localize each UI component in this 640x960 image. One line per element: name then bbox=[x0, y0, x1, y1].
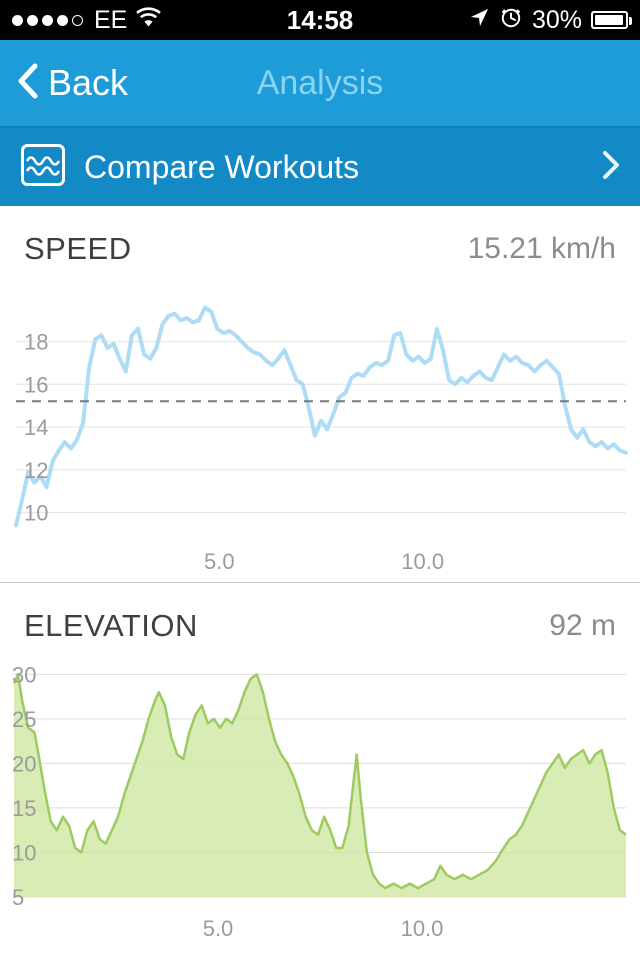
elevation-chart: 5 10 15 20 25 30 5.0 10.0 bbox=[12, 662, 627, 941]
chevron-right-icon bbox=[602, 150, 620, 185]
back-button[interactable]: Back bbox=[16, 62, 128, 104]
y-tick-label: 16 bbox=[24, 372, 48, 397]
carrier-label: EE bbox=[94, 5, 128, 34]
y-tick-label: 20 bbox=[12, 751, 36, 776]
y-tick-label: 10 bbox=[12, 841, 36, 866]
status-bar: EE 14:58 30% bbox=[0, 0, 640, 40]
x-tick-label: 10.0 bbox=[401, 916, 444, 941]
elevation-area bbox=[14, 674, 626, 897]
elevation-title: ELEVATION bbox=[24, 608, 198, 643]
compare-workouts-label: Compare Workouts bbox=[84, 148, 360, 185]
alarm-clock-icon bbox=[499, 5, 523, 36]
back-label: Back bbox=[48, 62, 129, 103]
y-tick-label: 5 bbox=[12, 885, 24, 910]
wifi-icon bbox=[135, 6, 162, 35]
speed-section: SPEED 15.21 km/h 10 12 14 16 18 5.0 10.0 bbox=[0, 206, 640, 582]
y-tick-label: 15 bbox=[12, 796, 36, 821]
x-tick-label: 5.0 bbox=[203, 916, 234, 941]
compare-workouts-row[interactable]: Compare Workouts bbox=[0, 126, 640, 206]
y-tick-label: 14 bbox=[24, 415, 48, 440]
y-tick-label: 18 bbox=[24, 330, 48, 355]
elevation-section: ELEVATION 92 m 5 10 15 20 25 30 5.0 10.0 bbox=[0, 583, 640, 955]
x-tick-label: 10.0 bbox=[401, 549, 444, 574]
y-tick-label: 30 bbox=[12, 662, 36, 687]
speed-value: 15.21 km/h bbox=[467, 232, 616, 265]
time-label: 14:58 bbox=[286, 4, 354, 35]
battery-percent-label: 30% bbox=[531, 5, 582, 34]
y-tick-label: 12 bbox=[24, 458, 48, 483]
y-tick-label: 25 bbox=[12, 707, 36, 732]
section-divider bbox=[0, 582, 640, 583]
location-arrow-icon bbox=[469, 6, 490, 35]
speed-chart: 10 12 14 16 18 5.0 10.0 bbox=[14, 305, 628, 574]
back-chevron-icon bbox=[16, 63, 38, 104]
speed-title: SPEED bbox=[24, 231, 132, 266]
y-tick-label: 10 bbox=[24, 501, 48, 526]
battery-icon bbox=[591, 11, 632, 29]
compare-workouts-icon bbox=[20, 143, 66, 192]
signal-dots-icon bbox=[12, 14, 83, 26]
x-tick-label: 5.0 bbox=[204, 549, 235, 574]
elevation-line bbox=[12, 673, 627, 890]
nav-bar: Back Analysis bbox=[0, 40, 640, 126]
speed-line bbox=[14, 305, 628, 528]
elevation-value: 92 m bbox=[549, 609, 616, 642]
